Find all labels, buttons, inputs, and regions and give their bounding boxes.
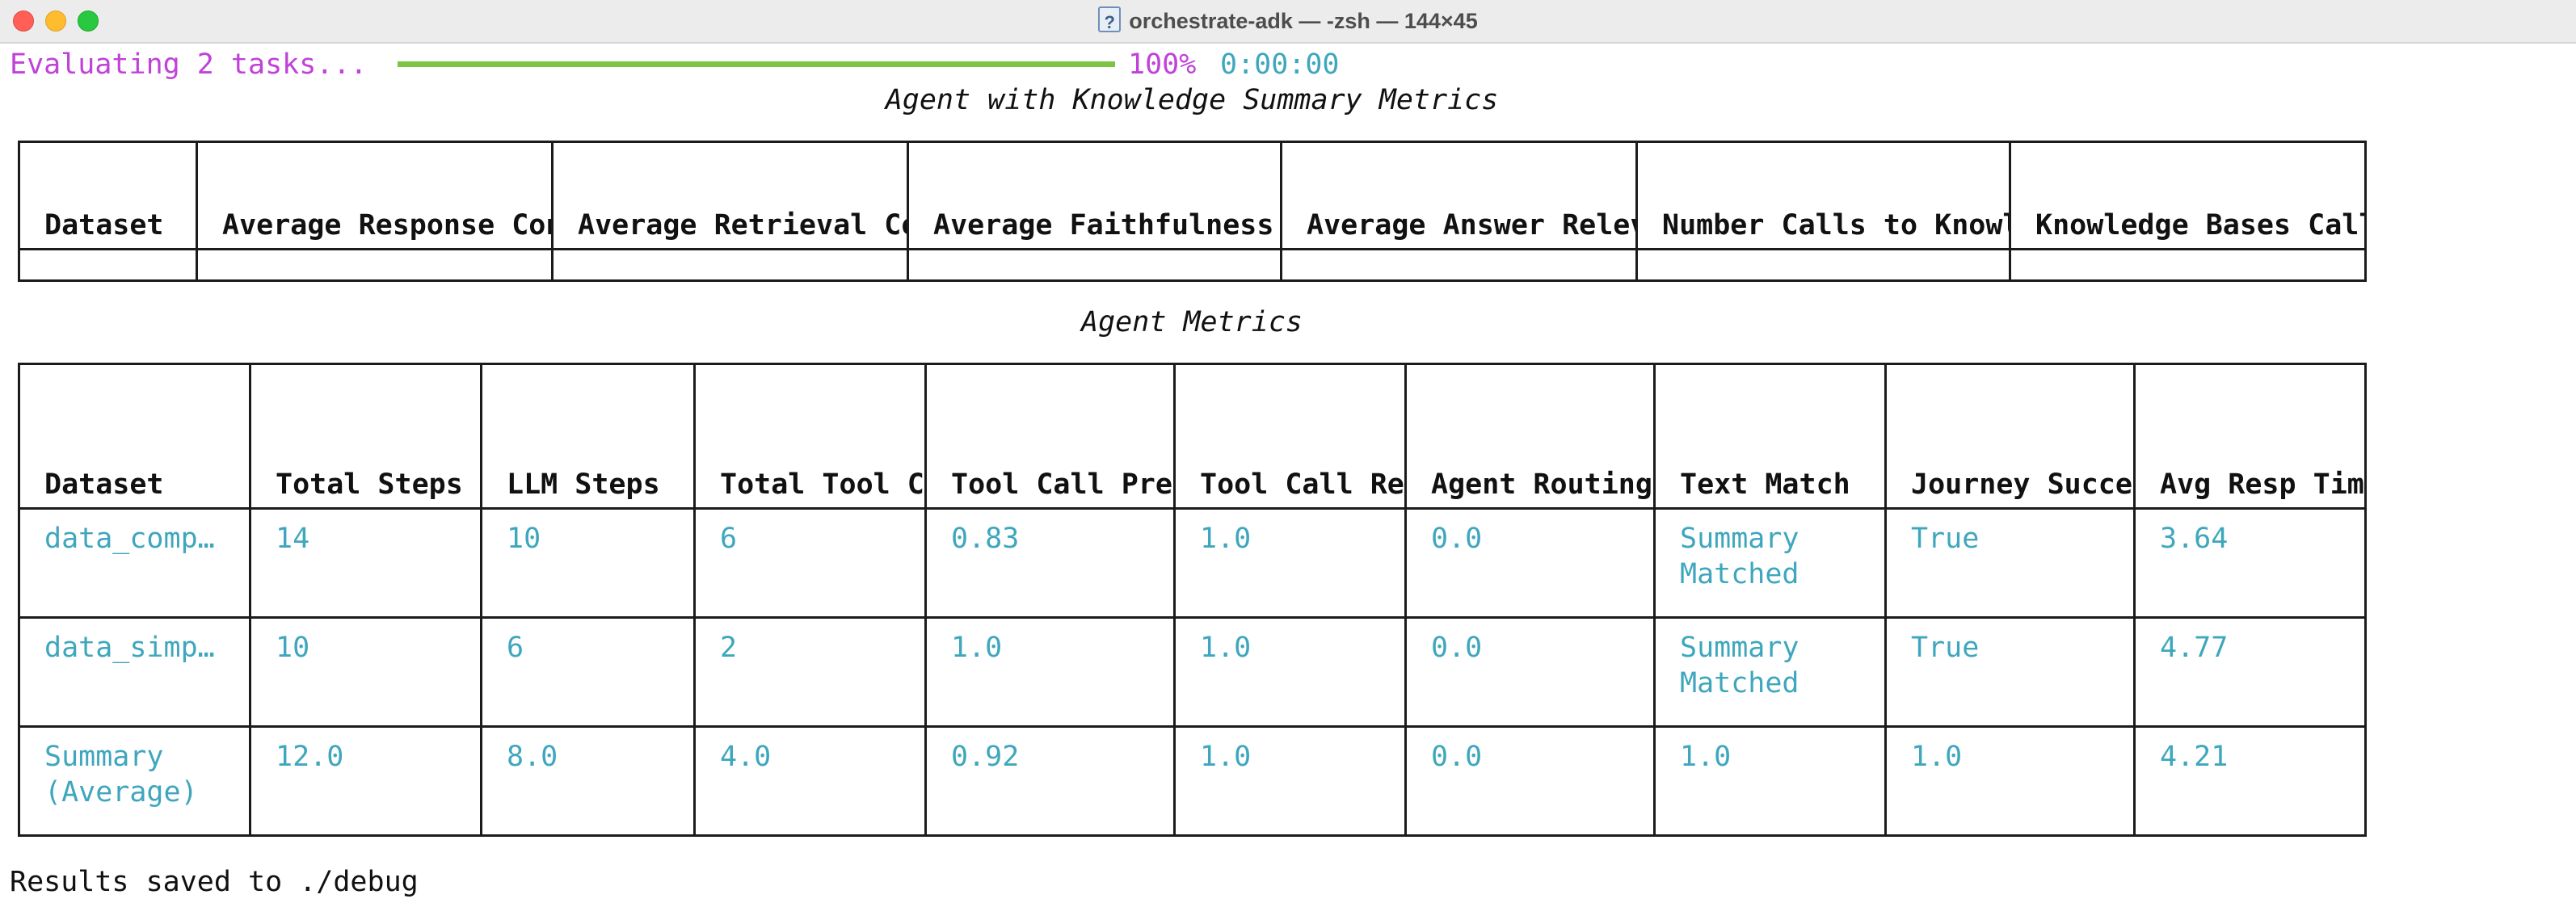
agent-col-header-avg-resp-time-sec: Avg Resp Time (sec) [2133,363,2367,510]
kb-col-header-average-retrieval-confidence: Average Retrieval Confidence [551,141,909,250]
kb-col-header-knowledge-bases-called: Knowledge Bases Called [2009,141,2367,250]
table-cell-avg-resp-time-sec: 4.21 [2133,725,2367,837]
agent-col-header-total-tool-calls: Total Tool Calls [693,363,927,510]
window-titlebar: orchestrate-adk — -zsh — 144×45 [0,0,2576,44]
table-cell-agent-routing-accuracy: 0.0 [1404,507,1656,619]
table-cell-journey-success: True [1884,507,2136,619]
table-cell-tool-call-recall: 1.0 [1173,725,1407,837]
table-cell-tool-call-precision: 0.92 [924,725,1176,837]
agent-col-header-agent-routing-accuracy: Agent Routing Accuracy [1404,363,1656,510]
kb-col-header-average-faithfulness: Average Faithfulness [907,141,1282,250]
agent-col-header-text-match: Text Match [1653,363,1887,510]
table-cell-total-steps: 10 [249,616,482,728]
agent-col-header-dataset: Dataset [18,363,251,510]
kb-empty-cell [196,248,554,282]
table-cell-llm-steps: 8.0 [480,725,696,837]
window-title: orchestrate-adk — -zsh — 144×45 [1129,9,1478,33]
agent-table-title: Agent Metrics [1081,306,1303,338]
table-cell-text-match: 1.0 [1653,725,1887,837]
progress-bar-fill [398,61,1115,67]
kb-col-header-average-response-confidence: Average Response Confidence [196,141,554,250]
minimize-window-button[interactable] [45,10,66,32]
table-cell-dataset: data_simp… [18,616,251,728]
agent-col-header-tool-call-recall: Tool Call Recall [1173,363,1407,510]
table-cell-tool-call-recall: 1.0 [1173,616,1407,728]
table-cell-dataset: data_comp… [18,507,251,619]
table-cell-text-match: Summary Matched [1653,616,1887,728]
kb-empty-cell [551,248,909,282]
table-cell-tool-call-precision: 0.83 [924,507,1176,619]
progress-elapsed-time: 0:00:00 [1220,48,1340,81]
kb-empty-cell [1635,248,2011,282]
agent-col-header-total-steps: Total Steps [249,363,482,510]
kb-table-title: Agent with Knowledge Summary Metrics [885,84,1499,116]
table-cell-llm-steps: 6 [480,616,696,728]
kb-empty-cell [907,248,1282,282]
table-cell-total-tool-calls: 6 [693,507,927,619]
window-title-area: orchestrate-adk — -zsh — 144×45 [0,0,2576,44]
table-cell-journey-success: 1.0 [1884,725,2136,837]
table-cell-total-steps: 14 [249,507,482,619]
progress-bar [398,61,1115,67]
kb-empty-row [18,248,2367,282]
terminal-document-icon [1098,2,1122,44]
kb-empty-cell [18,248,198,282]
agent-col-header-tool-call-precision: Tool Call Precision [924,363,1176,510]
table-cell-tool-call-precision: 1.0 [924,616,1176,728]
kb-col-header-number-calls-to-knowledge-bases: Number Calls to Knowledge Bases [1635,141,2011,250]
close-window-button[interactable] [13,10,34,32]
table-cell-agent-routing-accuracy: 0.0 [1404,725,1656,837]
kb-empty-cell [1280,248,1638,282]
table-cell-total-tool-calls: 2 [693,616,927,728]
table-row: data_comp… 14 10 6 0.83 1.0 0.0 Summary Matched… [18,507,2367,619]
kb-col-header-average-answer-relevancy: Average Answer Relevancy [1280,141,1638,250]
table-cell-total-tool-calls: 4.0 [693,725,927,837]
kb-col-header-dataset: Dataset [18,141,198,250]
progress-label: Evaluating 2 tasks... [10,48,368,81]
table-cell-llm-steps: 10 [480,507,696,619]
table-cell-agent-routing-accuracy: 0.0 [1404,616,1656,728]
table-cell-avg-resp-time-sec: 4.77 [2133,616,2367,728]
table-row: Summary (Average) 12.0 8.0 4.0 0.92 1.0 0.0 1.0… [18,725,2367,837]
table-cell-text-match: Summary Matched [1653,507,1887,619]
maximize-window-button[interactable] [78,10,99,32]
progress-percent: 100% [1128,48,1197,81]
table-cell-journey-success: True [1884,616,2136,728]
table-row: data_simp… 10 6 2 1.0 1.0 0.0 Summary Matched Tr… [18,616,2367,728]
kb-empty-cell [2009,248,2367,282]
results-saved-message: Results saved to ./debug [10,866,419,898]
table-cell-tool-call-recall: 1.0 [1173,507,1407,619]
table-cell-dataset: Summary (Average) [18,725,251,837]
agent-col-header-llm-steps: LLM Steps [480,363,696,510]
agent-col-header-journey-success: Journey Success [1884,363,2136,510]
table-cell-total-steps: 12.0 [249,725,482,837]
table-cell-avg-resp-time-sec: 3.64 [2133,507,2367,619]
